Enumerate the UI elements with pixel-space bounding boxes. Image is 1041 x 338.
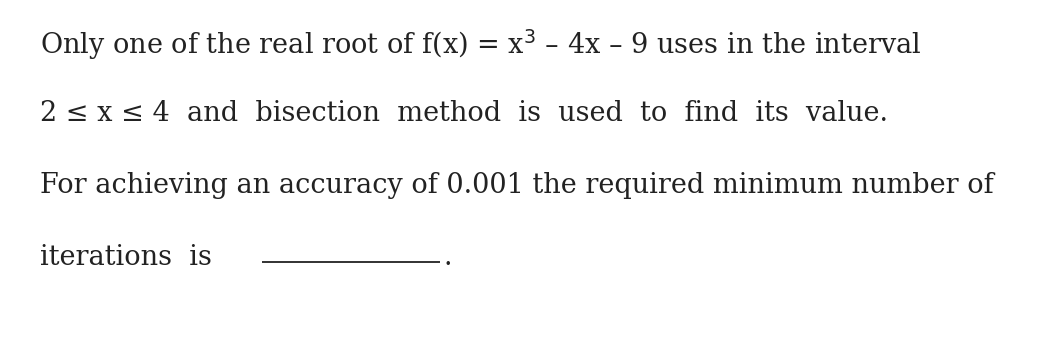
- Text: 2 ≤ x ≤ 4  and  bisection  method  is  used  to  find  its  value.: 2 ≤ x ≤ 4 and bisection method is used t…: [40, 100, 888, 127]
- Text: .: .: [443, 244, 452, 271]
- Text: Only one of the real root of f(x) = x$^{3}$ – 4x – 9 uses in the interval: Only one of the real root of f(x) = x$^{…: [40, 28, 921, 63]
- Text: For achieving an accuracy of 0.001 the required minimum number of: For achieving an accuracy of 0.001 the r…: [40, 172, 993, 199]
- Text: iterations  is: iterations is: [40, 244, 212, 271]
